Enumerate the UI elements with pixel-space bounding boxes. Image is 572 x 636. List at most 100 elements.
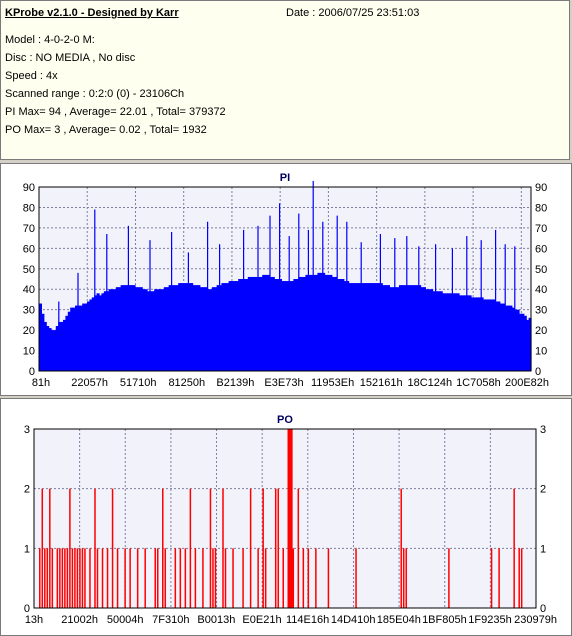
x-tick-label: 1C7058h (456, 377, 501, 389)
pi-bar (382, 285, 386, 371)
pi-bar (466, 295, 470, 371)
plot-frame (33, 428, 537, 609)
pi-bar (84, 303, 88, 371)
po-bar (282, 548, 284, 608)
pi-bar (495, 301, 498, 371)
pi-bar (75, 305, 78, 371)
y-tick-label-right: 0 (540, 603, 546, 615)
pi-bar (65, 315, 69, 371)
x-tick-label: 21002h (61, 614, 98, 626)
pi-bar (305, 274, 309, 371)
pi-bar (245, 279, 249, 371)
po-bar (400, 488, 402, 608)
pi-bar (502, 303, 506, 371)
pi-bar (341, 279, 345, 371)
pi-bar (463, 295, 467, 371)
pi-bar (48, 328, 52, 371)
pi-bar (58, 321, 62, 371)
pi-bar (267, 274, 270, 371)
pi-bar (283, 281, 287, 371)
x-tick-label: 200E82h (505, 377, 549, 389)
pi-bar (120, 285, 124, 371)
pi-bar (113, 289, 117, 371)
pi-bar (492, 299, 496, 371)
po-bar (69, 488, 71, 608)
pi-bar (41, 313, 45, 371)
disc-line: Disc : NO MEDIA , No disc (5, 52, 136, 64)
pi-bar (111, 289, 114, 371)
y-tick-label-left: 90 (23, 182, 35, 194)
pi-bar (149, 291, 153, 371)
pi-bar (269, 276, 273, 371)
pi-peak (435, 244, 437, 371)
pi-bar (173, 285, 177, 371)
pi-bar (243, 279, 246, 371)
pi-peak (451, 248, 453, 371)
pi-bar (312, 274, 316, 371)
pi-bar (233, 281, 237, 371)
pi-peak (466, 236, 468, 371)
po-bar (520, 548, 523, 608)
pi-peak (106, 234, 108, 371)
pi-peak (171, 231, 173, 371)
pi-peak (336, 215, 338, 371)
pi-bar (125, 285, 129, 371)
pi-bar (67, 311, 71, 371)
pi-bar (322, 272, 326, 371)
pi-bar (303, 276, 306, 371)
x-tick-label: 81250h (168, 377, 205, 389)
pi-peak (514, 246, 516, 371)
pi-bar (403, 285, 407, 371)
pi-bar (528, 317, 532, 371)
po-bar (202, 548, 204, 608)
scanned-range-line: Scanned range : 0:2:0 (0) - 23106Ch (5, 88, 185, 100)
pi-bar (471, 297, 474, 371)
pi-bar (372, 283, 376, 371)
pi-bar (406, 285, 410, 371)
po-bar (290, 429, 293, 608)
pi-peak (307, 229, 309, 371)
pi-chart: 0 0 10 10 20 20 30 30 40 40 50 50 60 60 70 70 80 80 90 90 81… (23, 172, 549, 389)
pi-bar (329, 274, 333, 371)
po-bar (61, 548, 64, 608)
pi-bar (259, 276, 263, 371)
pi-bar (108, 289, 112, 371)
pi-bar (427, 289, 431, 371)
pi-bar (523, 315, 527, 371)
pi-bar (240, 279, 244, 371)
po-bar (222, 488, 224, 608)
po-bar (184, 548, 187, 608)
pi-bar (151, 291, 155, 371)
pi-bar (187, 283, 191, 371)
pi-bar (279, 279, 282, 371)
po-bar (209, 488, 212, 608)
pi-peak (322, 221, 324, 371)
pi-bar (257, 276, 261, 371)
y-tick-label-right: 40 (535, 284, 547, 296)
po-bar (402, 548, 405, 608)
pi-summary-line: PI Max= 94 , Average= 22.01 , Total= 379… (5, 106, 226, 118)
po-summary-line: PO Max= 3 , Average= 0.02 , Total= 1932 (5, 124, 207, 136)
po-bar (307, 548, 310, 608)
po-bar (274, 488, 277, 608)
pi-bar (171, 285, 174, 371)
y-tick-label-right: 60 (535, 243, 547, 255)
po-bar (96, 548, 99, 608)
po-bar (39, 548, 41, 608)
pi-bar (483, 299, 486, 371)
pi-peak (243, 229, 245, 371)
pi-bar (180, 283, 184, 371)
x-tick-label: 14D410h (331, 614, 376, 626)
chart-title: PO (277, 414, 293, 426)
pi-bar (516, 309, 520, 371)
pi-bar (514, 309, 518, 371)
pi-bar (387, 285, 390, 371)
pi-bar (197, 285, 201, 371)
pi-bar (300, 276, 304, 371)
y-tick-label-left: 0 (24, 603, 30, 615)
po-bar (277, 488, 279, 608)
po-bar (76, 548, 79, 608)
pi-bar (324, 274, 328, 371)
po-bar (156, 548, 159, 608)
y-tick-label-right: 20 (535, 325, 547, 337)
